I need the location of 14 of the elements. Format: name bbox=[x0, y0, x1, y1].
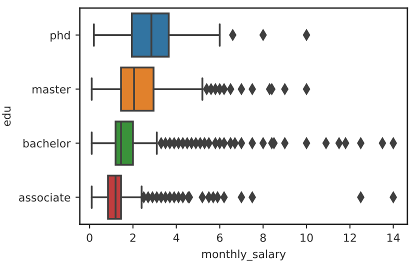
x-axis-title: monthly_salary bbox=[202, 250, 286, 261]
y-tick-label: bachelor bbox=[23, 138, 71, 148]
x-tick-label: 4 bbox=[173, 234, 180, 242]
x-tick-label: 2 bbox=[130, 234, 136, 242]
y-tick-label: phd bbox=[50, 30, 70, 42]
y-axis-title: edu bbox=[2, 106, 11, 126]
y-tick-label: associate bbox=[19, 193, 70, 202]
x-tick-label: 14 bbox=[387, 234, 400, 242]
x-tick-label: 8 bbox=[260, 234, 266, 242]
x-tick-label: 6 bbox=[216, 234, 223, 242]
x-tick-label: 10 bbox=[300, 234, 313, 242]
x-tick-label: 12 bbox=[344, 234, 356, 242]
x-tick-label: 0 bbox=[86, 234, 92, 242]
y-tick-label: master bbox=[32, 86, 71, 94]
